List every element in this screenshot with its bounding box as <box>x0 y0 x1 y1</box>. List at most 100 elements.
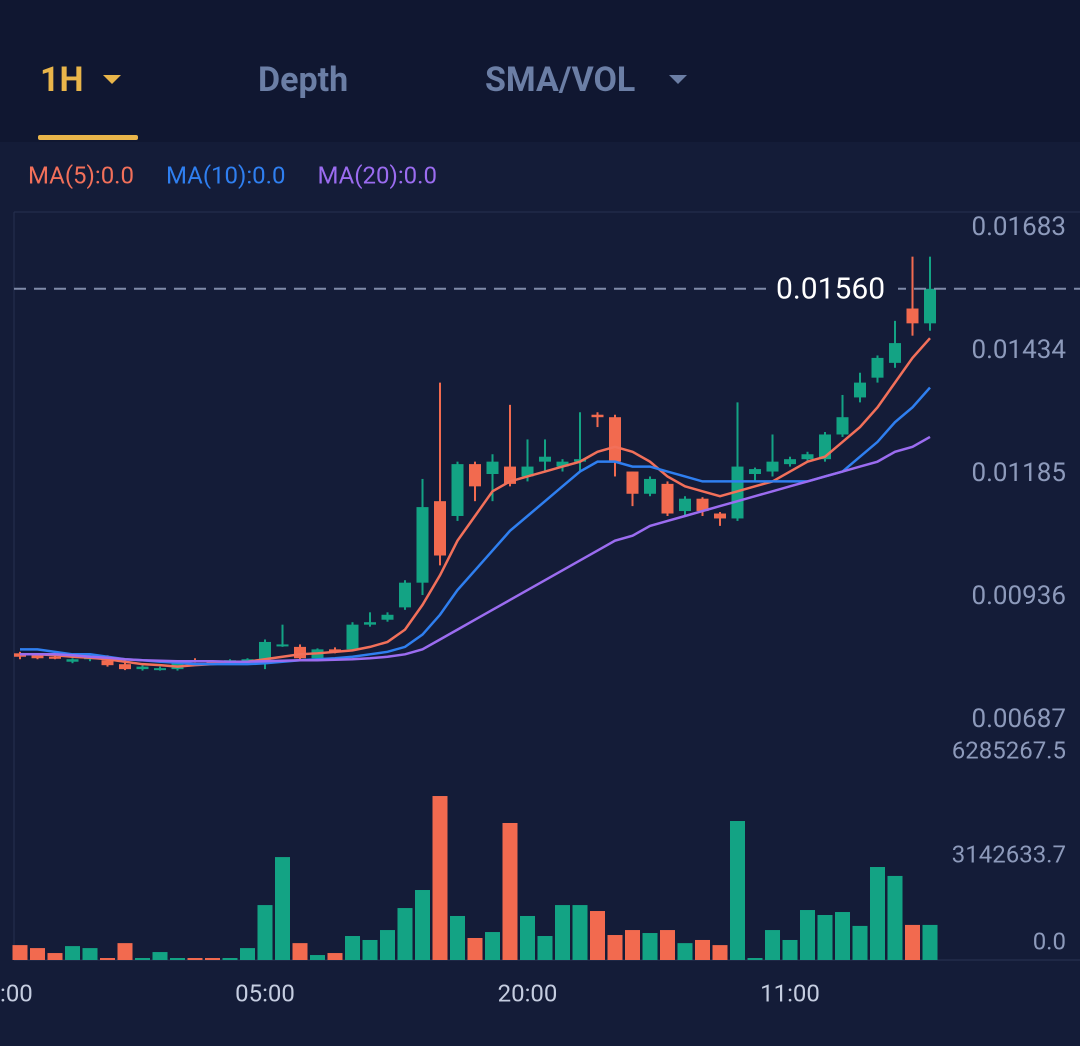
candle-body <box>801 454 814 460</box>
candle-body <box>364 622 376 625</box>
candle-body <box>766 461 779 472</box>
x-tick-label: 20:00 <box>498 979 558 1007</box>
candle-body <box>784 459 796 465</box>
candle-body <box>154 668 166 671</box>
candle-body <box>259 641 271 661</box>
candle-body <box>661 483 674 514</box>
volume-bar <box>747 958 763 960</box>
candle-body <box>486 461 499 474</box>
volume-bar <box>30 948 45 960</box>
candle-body <box>346 624 359 650</box>
volume-bar <box>572 905 588 960</box>
tab[interactable]: SMA/VOL <box>485 60 635 100</box>
volume-bar <box>625 930 640 960</box>
volume-bar <box>887 875 903 960</box>
volume-bar <box>800 910 815 960</box>
candle-body <box>276 644 289 647</box>
volume-bar <box>47 953 63 960</box>
volume-bar <box>817 914 833 960</box>
candle-body <box>556 461 569 467</box>
ma-line <box>20 337 931 668</box>
volume-bar <box>100 958 115 960</box>
volume-bar <box>12 945 28 960</box>
candle-body <box>119 664 131 670</box>
candle-body <box>749 469 761 474</box>
volume-bar <box>782 939 798 960</box>
volume-bar <box>485 932 500 960</box>
volume-bar <box>257 905 273 960</box>
legend-entry: MA(20):0.0 <box>317 161 436 189</box>
volume-bar <box>240 948 255 960</box>
volume-bar <box>467 937 483 960</box>
tab[interactable]: 1H <box>40 60 84 100</box>
volume-bar <box>555 905 570 960</box>
volume-bar <box>695 939 710 960</box>
volume-bar <box>607 935 623 960</box>
candle-body <box>416 507 429 583</box>
volume-bar <box>835 912 850 960</box>
volume-bar <box>117 943 133 960</box>
volume-bar <box>660 930 675 960</box>
volume-bar <box>327 953 343 960</box>
candle-body <box>889 343 901 363</box>
volume-bar <box>397 908 413 960</box>
ma-line <box>20 435 931 663</box>
candle-body <box>49 656 61 659</box>
y-tick-label: 3142633.7 <box>952 840 1066 868</box>
candle-body <box>451 464 464 516</box>
candle-body <box>434 501 446 556</box>
volume-bar <box>380 930 395 960</box>
candle-body <box>836 417 849 435</box>
y-tick-label: 0.00936 <box>971 581 1066 611</box>
candle-body <box>871 357 884 378</box>
y-tick-label: 0.01185 <box>971 458 1066 488</box>
volume-bar <box>537 936 553 960</box>
volume-bar <box>205 958 220 960</box>
candle-body <box>854 382 866 398</box>
volume-bar <box>345 936 360 960</box>
volume-bar <box>292 943 308 960</box>
candle-body <box>679 498 691 512</box>
candle-body <box>591 414 604 418</box>
volume-bar <box>852 925 868 960</box>
legend-entry: MA(10):0.0 <box>166 161 285 189</box>
volume-bar <box>765 930 780 960</box>
volume-bar <box>415 890 430 960</box>
last-price-box <box>768 268 898 309</box>
volume-bar <box>520 915 535 960</box>
candle-body <box>626 471 639 494</box>
candle-body <box>609 417 621 462</box>
ma-line <box>20 386 931 666</box>
candle-body <box>381 614 394 620</box>
volume-bar <box>152 952 168 960</box>
volume-bar <box>362 939 378 960</box>
x-tick-label: 11:00 <box>760 979 820 1007</box>
volume-bar <box>432 796 448 960</box>
candle-body <box>521 466 534 477</box>
volume-bar <box>222 958 238 960</box>
candle-body <box>31 655 44 659</box>
candle-body <box>906 308 919 324</box>
volume-bar <box>502 822 518 960</box>
last-price-label: 0.01560 <box>776 272 885 307</box>
volume-bar <box>905 924 920 960</box>
volume-bar <box>590 911 605 960</box>
volume-bar <box>642 933 658 960</box>
volume-bar <box>135 958 150 960</box>
volume-bar <box>730 821 745 960</box>
y-tick-label: 0.01434 <box>971 335 1066 365</box>
legend-entry: MA(5):0.0 <box>28 161 134 189</box>
tab-underline <box>38 135 138 140</box>
candle-body <box>469 464 481 487</box>
candle-body <box>101 660 114 666</box>
volume-bar <box>187 958 203 960</box>
tab[interactable]: Depth <box>258 60 348 100</box>
candle-body <box>539 456 551 462</box>
candle-body <box>66 659 79 662</box>
volume-bar <box>82 948 98 960</box>
volume-bar <box>870 867 885 960</box>
dropdown-arrow <box>103 75 121 84</box>
candle-body <box>136 666 149 670</box>
